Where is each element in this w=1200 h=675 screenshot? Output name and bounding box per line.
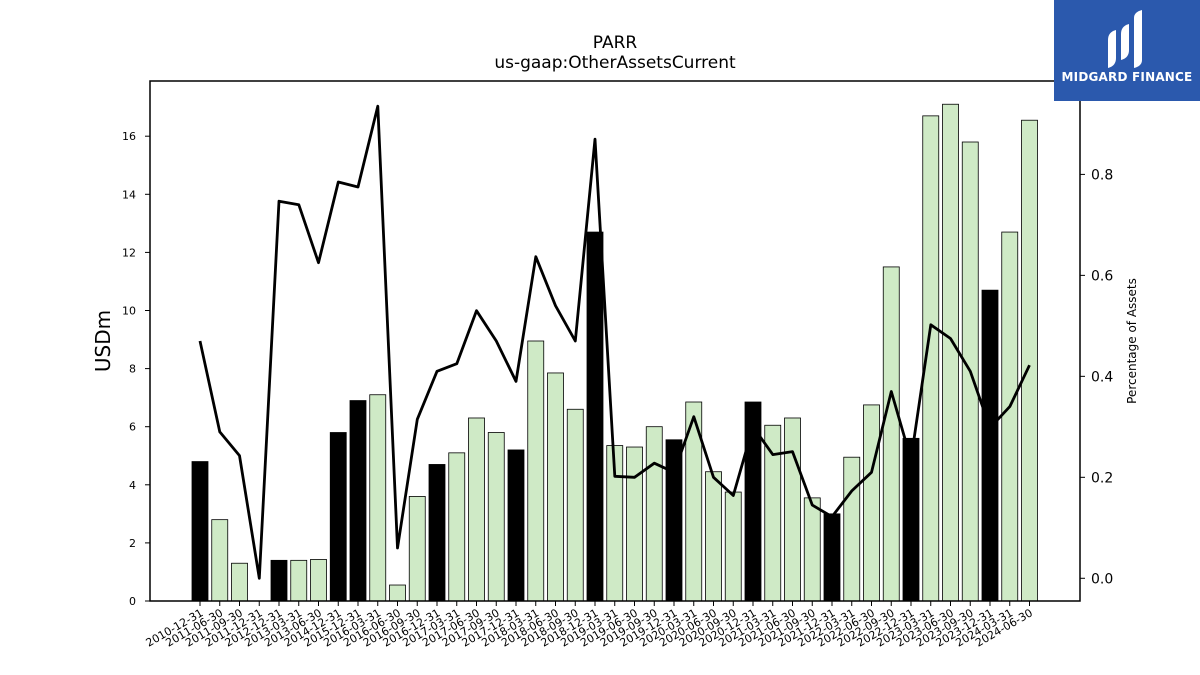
y-tick-label: 2 (129, 537, 136, 550)
y2-axis-label: Percentage of Assets (1125, 278, 1139, 404)
bar-2015-12-31 (349, 400, 367, 602)
y-tick-label: 12 (122, 246, 136, 259)
bar-2013-06-30 (310, 559, 327, 602)
bar-2017-12-31 (507, 449, 525, 602)
bar-2019-12-31 (665, 439, 683, 602)
bar-2018-09-30 (566, 408, 584, 602)
chart-title: PARR (593, 33, 638, 53)
y2-tick-label: 0.2 (1091, 470, 1113, 486)
bar-2023-06-30 (942, 103, 959, 602)
bar-2018-03-31 (527, 340, 545, 602)
bar-2022-06-30 (863, 404, 880, 602)
y-tick-label: 8 (129, 363, 136, 376)
y2-tick-label: 0.4 (1091, 369, 1113, 385)
bar-2020-06-30 (705, 471, 722, 602)
bar-2014-12-31 (329, 432, 347, 602)
bar-2013-03-31 (290, 559, 308, 602)
logo-text: MIDGARD FINANCE (1061, 70, 1193, 84)
y2-tick-label: 0.0 (1091, 571, 1113, 587)
bar-2019-06-30 (626, 446, 643, 602)
axes-layer: 02468101214160.00.20.40.60.82010-12-3120… (122, 80, 1113, 650)
bar-2016-06-30 (389, 584, 406, 602)
bar-2020-09-30 (724, 491, 742, 602)
bar-2021-06-30 (784, 417, 801, 602)
bar-2023-12-31 (981, 289, 999, 602)
bar-2012-12-31 (270, 559, 288, 602)
bar-2019-09-30 (645, 426, 663, 602)
logo-mark-icon (1108, 10, 1142, 68)
y2-tick-label: 0.8 (1091, 167, 1113, 183)
bar-2021-03-31 (764, 424, 782, 602)
bar-2011-09-30 (231, 562, 248, 602)
percentage-line (198, 104, 1031, 580)
bar-2010-12-31 (191, 461, 209, 602)
line-layer (198, 104, 1031, 580)
y-tick-label: 10 (122, 304, 136, 317)
bar-2017-06-30 (468, 417, 485, 602)
brand-logo: MIDGARD FINANCE (1054, 0, 1200, 101)
chart-subtitle: us-gaap:OtherAssetsCurrent (494, 53, 736, 73)
bar-2017-09-30 (487, 432, 505, 602)
bar-2022-09-30 (882, 266, 900, 602)
bar-2016-03-31 (369, 394, 387, 602)
bar-2021-09-30 (803, 497, 821, 602)
bar-2017-03-31 (448, 452, 466, 602)
y2-tick-label: 0.6 (1091, 268, 1113, 284)
y-tick-label: 16 (122, 130, 136, 143)
y-tick-label: 0 (129, 595, 136, 608)
bar-2018-12-31 (586, 231, 604, 602)
bar-2024-03-31 (1001, 231, 1019, 602)
bar-2016-12-31 (428, 464, 446, 602)
bar-2022-12-31 (902, 437, 920, 602)
y-tick-label: 4 (129, 479, 136, 492)
bars-layer (191, 103, 1038, 602)
bar-2018-06-30 (547, 372, 564, 602)
bar-2024-06-30 (1021, 119, 1038, 602)
y-tick-label: 14 (122, 188, 136, 201)
bar-2016-09-30 (408, 496, 426, 602)
y-tick-label: 6 (129, 421, 136, 434)
y-axis-label: USDm (91, 310, 115, 372)
bar-2021-12-31 (823, 513, 841, 602)
bar-2011-06-30 (211, 519, 229, 602)
bar-2022-03-31 (843, 456, 861, 602)
